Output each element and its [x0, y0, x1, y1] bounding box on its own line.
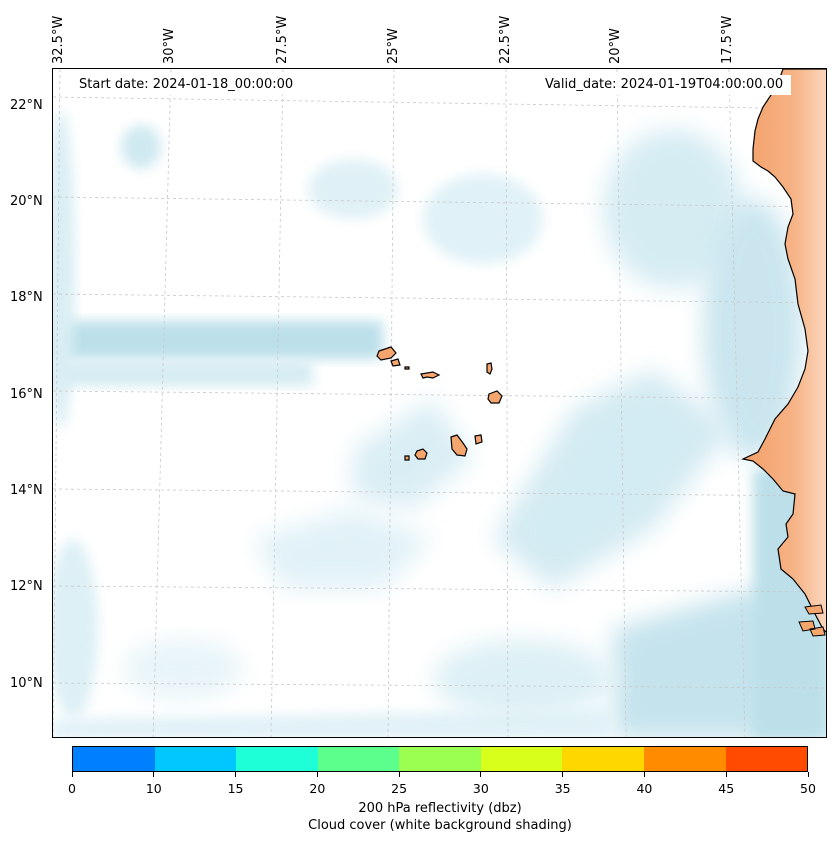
lon-label-25w: 25°W [386, 28, 401, 64]
lat-gridline [53, 488, 826, 497]
colorbar-tick [725, 772, 727, 777]
colorbar-tick [480, 772, 482, 777]
colorbar-tick [235, 772, 237, 777]
colorbar-segment [236, 747, 318, 771]
lat-gridline [53, 585, 826, 593]
valid-date-label: Valid_date: 2024-01-19T04:00:00.00 [537, 75, 792, 95]
colorbar-tick-label: 50 [800, 781, 816, 796]
lon-gridline [152, 69, 172, 737]
island-sao-vicente [390, 358, 401, 367]
lon-gridline [270, 69, 284, 737]
cloud-band [53, 321, 383, 359]
cloud-patch [121, 125, 161, 169]
colorbar-tick-label: 10 [145, 781, 162, 796]
lon-label-32-5w: 32.5°W [51, 15, 66, 64]
west-africa-landmass [741, 69, 826, 633]
colorbar-segment [399, 747, 481, 771]
colorbar-subtitle: Cloud cover (white background shading) [308, 818, 572, 833]
colorbar-segment [317, 747, 400, 771]
colorbar-tick-label: 15 [227, 781, 244, 796]
colorbar-tick [807, 772, 809, 777]
colorbar-tick [562, 772, 564, 777]
lon-gridline [505, 69, 509, 737]
cape-verde-islands [376, 346, 503, 461]
cloud-patch [53, 709, 613, 737]
lat-label-16n: 16°N [10, 387, 43, 402]
cloud-patch [493, 369, 733, 589]
colorbar [72, 746, 808, 772]
colorbar-segment [154, 747, 237, 771]
cloud-cover-layer [53, 109, 826, 737]
lat-gridline [53, 96, 826, 110]
colorbar-segment [73, 747, 155, 771]
island-brava [404, 455, 410, 461]
cloud-patch [703, 199, 803, 459]
map-canvas [53, 69, 826, 737]
lat-label-14n: 14°N [10, 483, 43, 498]
colorbar-tick [643, 772, 645, 777]
island-fogo [414, 448, 428, 460]
lon-gridline [616, 69, 627, 737]
lon-gridline [728, 69, 746, 737]
colorbar-segment [480, 747, 563, 771]
island-santa-luzia [404, 366, 410, 370]
island-sao-nicolau [420, 371, 441, 379]
lat-label-20n: 20°N [10, 194, 43, 209]
cloud-patch [308, 159, 398, 219]
lon-gridline [53, 69, 61, 737]
lat-label-12n: 12°N [10, 579, 43, 594]
colorbar-tick-label: 20 [309, 781, 326, 796]
lon-label-30w: 30°W [162, 28, 177, 64]
colorbar-segment [562, 747, 644, 771]
island-maio [474, 434, 483, 445]
lat-label-10n: 10°N [10, 676, 43, 691]
colorbar-segment [643, 747, 726, 771]
cloud-patch [53, 539, 98, 719]
island-santo-antao [376, 346, 397, 361]
colorbar-tick [71, 772, 73, 777]
lon-label-17-5w: 17.5°W [720, 15, 735, 64]
colorbar-tick-label: 45 [718, 781, 735, 796]
cloud-patch [353, 399, 473, 509]
colorbar-tick-label: 0 [68, 781, 76, 796]
cloud-band [53, 361, 313, 386]
cloud-patch [423, 174, 543, 264]
lat-label-18n: 18°N [10, 290, 43, 305]
colorbar-title: 200 hPa reflectivity (dbz) [358, 801, 522, 816]
colorbar-segment [725, 747, 808, 771]
colorbar-tick-label: 30 [472, 781, 489, 796]
colorbar-tick [153, 772, 155, 777]
colorbar-tick [398, 772, 400, 777]
map-panel [52, 68, 827, 738]
graticule [53, 69, 826, 737]
lon-label-22-5w: 22.5°W [498, 15, 513, 64]
guinea-bissau-islands [798, 604, 826, 637]
colorbar-tick [316, 772, 318, 777]
lat-label-22n: 22°N [10, 98, 43, 113]
lon-label-27-5w: 27.5°W [275, 15, 290, 64]
colorbar-tick-label: 35 [554, 781, 571, 796]
colorbar-tick-label: 25 [391, 781, 408, 796]
island-santiago [450, 434, 468, 457]
cloud-patch [253, 509, 433, 589]
island-boa-vista [487, 390, 503, 404]
island-sal [486, 362, 493, 375]
cloud-patch [603, 129, 743, 289]
lon-gridline [387, 69, 395, 737]
colorbar-tick-label: 40 [636, 781, 653, 796]
lon-label-20w: 20°W [608, 28, 623, 64]
start-date-label: Start date: 2024-01-18_00:00:00 [71, 75, 302, 95]
cloud-patch [433, 639, 613, 719]
cloud-patch [123, 639, 243, 699]
